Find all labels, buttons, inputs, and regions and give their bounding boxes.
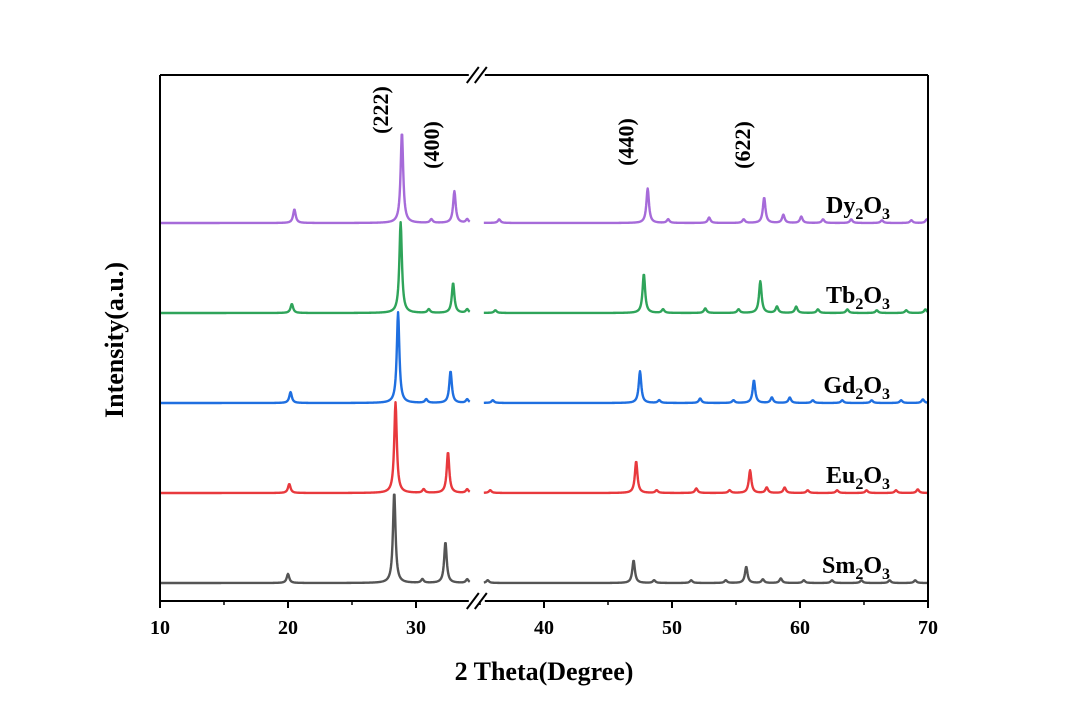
axis-break-mark (465, 66, 480, 84)
axis-break-mark (473, 66, 488, 84)
series-sm (159, 493, 929, 585)
series-eu (159, 401, 929, 495)
series-dy (159, 133, 929, 225)
series-label-gd: Gd2O3 (823, 373, 890, 403)
series-gd (159, 311, 929, 405)
series-label-eu: Eu2O3 (826, 463, 890, 493)
peak-annotation: (400) (419, 121, 444, 169)
series-line-dy-right (483, 187, 929, 225)
labels-layer: Sm2O3 Eu2O3 Gd2O3 Tb2O3 Dy2O3 10 20 30 40 50 60 70 (… (150, 86, 938, 639)
x-tick-label: 10 (150, 617, 170, 639)
x-tick-label: 30 (406, 617, 426, 639)
x-tick-label: 20 (278, 617, 298, 639)
x-tick-label: 40 (534, 617, 554, 639)
series-line-tb-right (483, 273, 929, 315)
x-tick-label: 60 (790, 617, 810, 639)
x-axis-title: 2 Theta(Degree) (455, 657, 634, 686)
axes-layer (159, 66, 929, 610)
series-line-eu-right (483, 460, 929, 495)
series-line-gd-left (159, 311, 471, 405)
series-label-tb: Tb2O3 (826, 283, 890, 313)
peak-annotation: (440) (614, 118, 639, 166)
series-label-dy: Dy2O3 (826, 193, 890, 223)
peak-annotation: (222) (368, 86, 393, 134)
y-axis-title: Intensity(a.u.) (100, 262, 129, 418)
series-tb (159, 221, 929, 315)
x-tick-label: 70 (918, 617, 938, 639)
peak-annotation: (622) (730, 121, 755, 169)
series-line-gd-right (483, 370, 929, 405)
series-line-sm-left (159, 493, 471, 585)
x-tick-label: 50 (662, 617, 682, 639)
series-layer (159, 133, 929, 585)
axis-break-mark (465, 592, 480, 610)
series-line-sm-right (483, 559, 929, 585)
series-label-sm: Sm2O3 (822, 553, 890, 583)
series-line-eu-left (159, 401, 471, 495)
series-line-tb-left (159, 221, 471, 315)
series-line-dy-left (159, 133, 471, 225)
axis-break-mark (473, 592, 488, 610)
